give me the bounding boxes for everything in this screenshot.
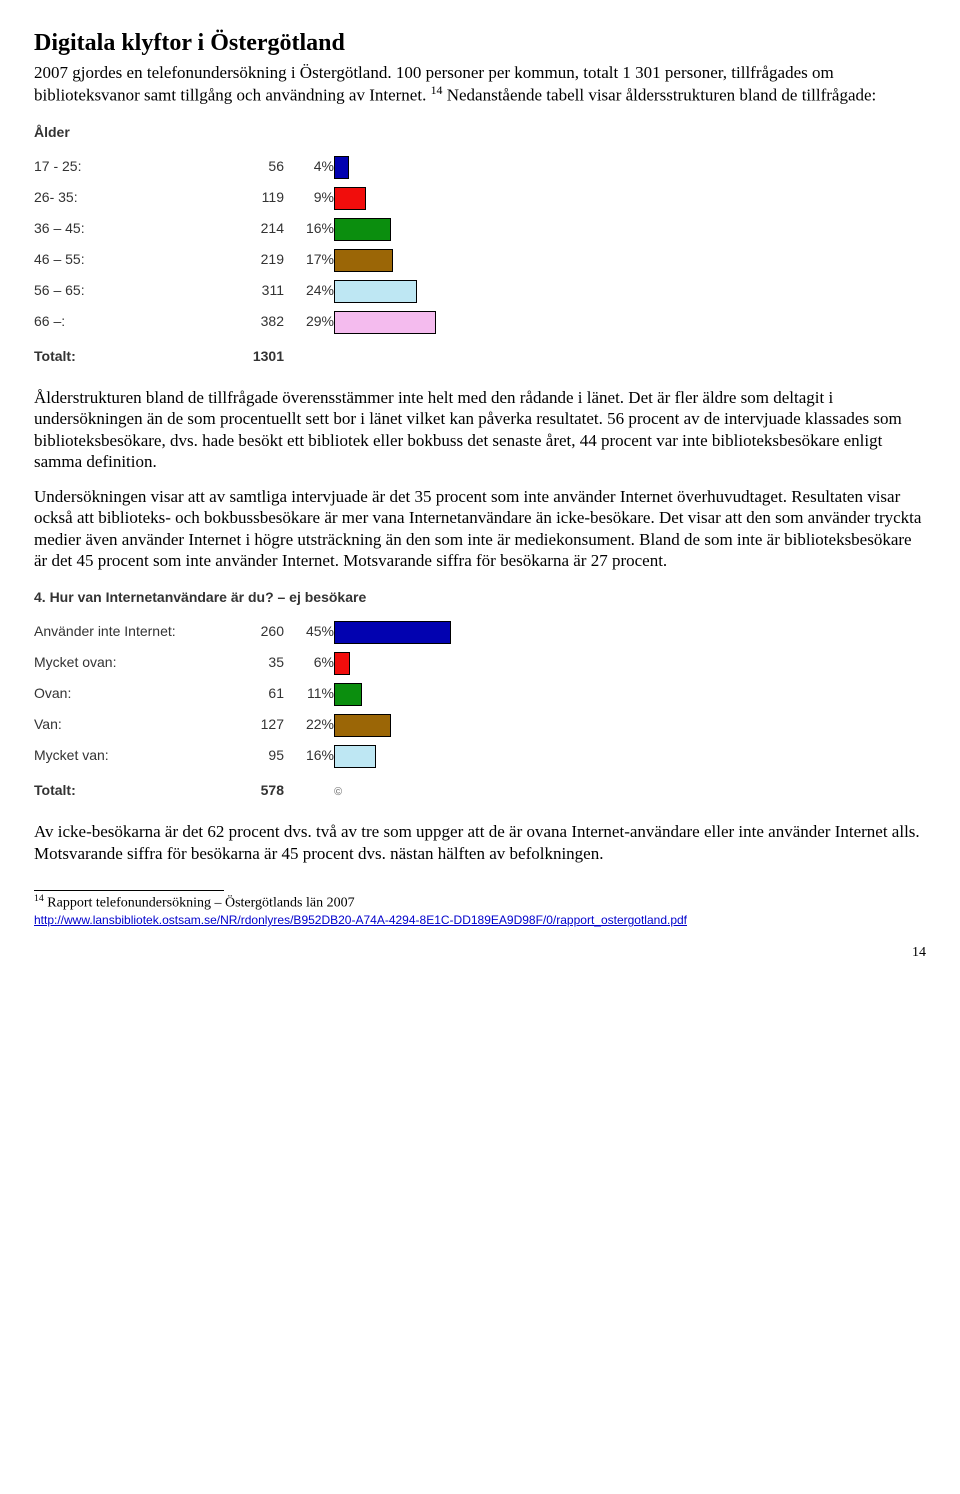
age-table-row-count: 214	[232, 214, 284, 245]
table-row: Mycket ovan:356%	[34, 648, 634, 679]
table-row: 66 –:38229%	[34, 307, 634, 338]
table-row: Använder inte Internet:26045%	[34, 617, 634, 648]
age-table-row-label: 66 –:	[34, 307, 232, 338]
table-row: 17 - 25:564%	[34, 152, 634, 183]
age-table-row-label: 26- 35:	[34, 183, 232, 214]
usage-table-row-pct: 6%	[284, 648, 334, 679]
age-table-row-bar-cell	[334, 183, 634, 214]
intro-paragraph: 2007 gjordes en telefonundersökning i Ös…	[34, 62, 926, 106]
usage-table-bar	[334, 683, 362, 706]
table-row: 56 – 65:31124%	[34, 276, 634, 307]
age-table-bar	[334, 249, 393, 272]
usage-table-row-pct: 22%	[284, 710, 334, 741]
usage-table: 4. Hur van Internetanvändare är du? – ej…	[34, 585, 634, 803]
age-table-bar	[334, 280, 417, 303]
footnote: 14 Rapport telefonundersökning – Östergö…	[34, 893, 926, 930]
usage-table-row-count: 127	[232, 710, 284, 741]
age-table-row-count: 311	[232, 276, 284, 307]
footnote-link[interactable]: http://www.lansbibliotek.ostsam.se/NR/rd…	[34, 913, 687, 927]
usage-table-footer-count: 578	[232, 772, 284, 804]
footnote-separator	[34, 890, 224, 891]
age-table-row-label: 17 - 25:	[34, 152, 232, 183]
usage-table-bar	[334, 745, 376, 768]
age-table-row-pct: 9%	[284, 183, 334, 214]
usage-table-row-count: 61	[232, 679, 284, 710]
footnote-number: 14	[34, 893, 44, 904]
usage-table-row-label: Ovan:	[34, 679, 232, 710]
age-table-row-pct: 16%	[284, 214, 334, 245]
age-table-bar	[334, 311, 436, 334]
usage-table-bar	[334, 621, 451, 644]
age-table-row-count: 219	[232, 245, 284, 276]
page-number: 14	[34, 944, 926, 962]
age-table-bar	[334, 218, 391, 241]
age-table-header: Ålder	[34, 120, 232, 152]
usage-table-row-bar-cell	[334, 617, 634, 648]
age-table-row-bar-cell	[334, 307, 634, 338]
usage-table-header: 4. Hur van Internetanvändare är du? – ej…	[34, 585, 634, 617]
usage-table-row-count: 35	[232, 648, 284, 679]
paragraph-2: Undersökningen visar att av samtliga int…	[34, 486, 926, 571]
usage-table-row-label: Mycket van:	[34, 741, 232, 772]
age-table-row-label: 56 – 65:	[34, 276, 232, 307]
usage-table-row-count: 260	[232, 617, 284, 648]
age-table-bar	[334, 187, 366, 210]
copyright-icon: ©	[334, 786, 342, 798]
age-table-row-count: 56	[232, 152, 284, 183]
usage-table-row-bar-cell	[334, 741, 634, 772]
age-table-row-bar-cell	[334, 276, 634, 307]
age-table-row-count: 382	[232, 307, 284, 338]
usage-table-row-label: Van:	[34, 710, 232, 741]
usage-table-row-bar-cell	[334, 648, 634, 679]
age-table-row-pct: 17%	[284, 245, 334, 276]
usage-table-row-pct: 16%	[284, 741, 334, 772]
age-table-footer-label: Totalt:	[34, 338, 232, 370]
age-table-row-pct: 29%	[284, 307, 334, 338]
usage-table-row-bar-cell	[334, 710, 634, 741]
usage-table-row-pct: 45%	[284, 617, 334, 648]
usage-table-row-label: Använder inte Internet:	[34, 617, 232, 648]
table-row: Van:12722%	[34, 710, 634, 741]
usage-table-row-pct: 11%	[284, 679, 334, 710]
table-row: 26- 35:1199%	[34, 183, 634, 214]
paragraph-1: Ålderstrukturen bland de tillfrågade öve…	[34, 387, 926, 472]
age-table-row-label: 36 – 45:	[34, 214, 232, 245]
age-table-footer-count: 1301	[232, 338, 284, 370]
usage-table-footer-label: Totalt:	[34, 772, 232, 804]
footnote-ref: 14	[431, 83, 443, 97]
page-title: Digitala klyftor i Östergötland	[34, 28, 926, 58]
age-table: Ålder 17 - 25:564%26- 35:1199%36 – 45:21…	[34, 120, 634, 369]
paragraph-3: Av icke-besökarna är det 62 procent dvs.…	[34, 821, 926, 864]
table-row: Ovan:6111%	[34, 679, 634, 710]
table-row: Mycket van:9516%	[34, 741, 634, 772]
usage-table-row-bar-cell	[334, 679, 634, 710]
age-table-row-bar-cell	[334, 152, 634, 183]
table-row: 36 – 45:21416%	[34, 214, 634, 245]
age-table-row-bar-cell	[334, 214, 634, 245]
intro-text-post: Nedanstående tabell visar åldersstruktur…	[442, 86, 876, 105]
age-table-row-label: 46 – 55:	[34, 245, 232, 276]
table-row: 46 – 55:21917%	[34, 245, 634, 276]
footnote-text: Rapport telefonundersökning – Östergötla…	[44, 896, 355, 911]
age-table-bar	[334, 156, 349, 179]
usage-table-row-label: Mycket ovan:	[34, 648, 232, 679]
usage-table-bar	[334, 652, 350, 675]
age-table-row-pct: 4%	[284, 152, 334, 183]
usage-table-row-count: 95	[232, 741, 284, 772]
age-table-row-count: 119	[232, 183, 284, 214]
age-table-row-pct: 24%	[284, 276, 334, 307]
usage-table-bar	[334, 714, 391, 737]
age-table-row-bar-cell	[334, 245, 634, 276]
